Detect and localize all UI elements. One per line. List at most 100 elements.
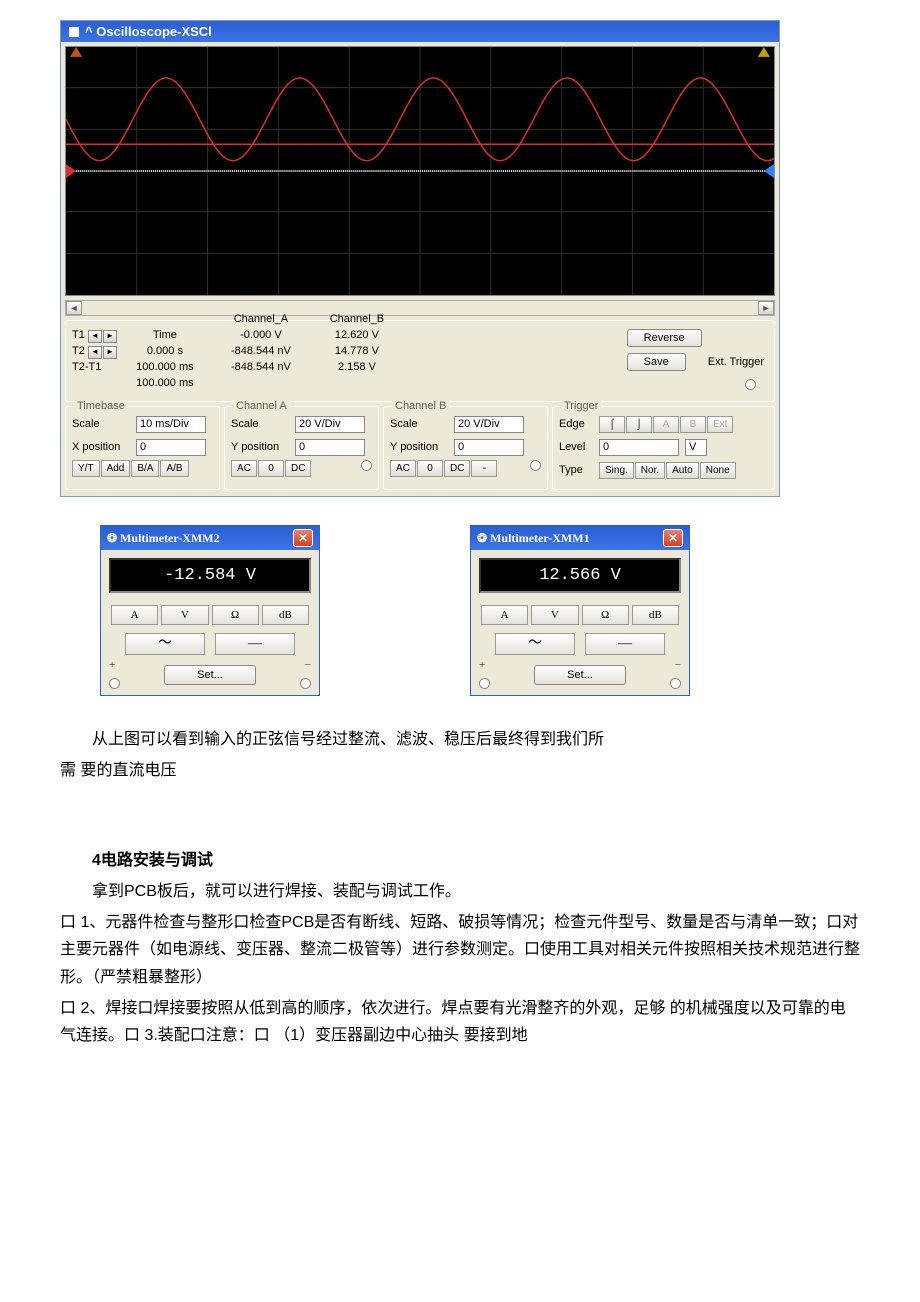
mm2-A[interactable]: A: [111, 605, 158, 625]
add-button[interactable]: Add: [101, 460, 131, 477]
t1-label: T1: [72, 329, 85, 341]
ba-button[interactable]: B/A: [131, 460, 159, 477]
mm1-set-button[interactable]: Set...: [534, 665, 626, 685]
mm2-V[interactable]: V: [161, 605, 208, 625]
mm1-minus: −: [675, 659, 681, 671]
edge-rise[interactable]: ⌠: [599, 416, 625, 433]
oscilloscope-window: ^ Oscilloscope-XSCl ◄ ►: [60, 20, 780, 497]
dt-time: 100.000 ms: [123, 375, 207, 391]
osc-screen[interactable]: [65, 46, 775, 296]
mm1-minus-radio[interactable]: [670, 678, 681, 689]
chb-radio[interactable]: [530, 460, 541, 471]
multimeter-xmm2: ❂ Multimeter-XMM2 ✕ -12.584 V A V Ω dB 〜…: [100, 525, 320, 696]
mm2-title: Multimeter-XMM2: [120, 531, 220, 545]
chb-ypos-lbl: Y position: [390, 441, 448, 453]
t2-time: 100.000 ms: [123, 359, 207, 375]
t1-left[interactable]: ◄: [88, 330, 102, 343]
chb-dc[interactable]: DC: [444, 460, 470, 477]
chb-ac[interactable]: AC: [390, 460, 416, 477]
edge-fall[interactable]: ⌡: [626, 416, 652, 433]
type-auto[interactable]: Auto: [666, 462, 699, 479]
yt-button[interactable]: Y/T: [72, 460, 100, 477]
mm1-ac-button[interactable]: 〜: [495, 633, 575, 655]
tb-scale-input[interactable]: [136, 416, 206, 433]
cha-scale-input[interactable]: [295, 416, 365, 433]
mm1-wave-buttons: 〜 —: [471, 629, 689, 659]
type-none[interactable]: None: [700, 462, 736, 479]
edge-b[interactable]: B: [680, 416, 706, 433]
edge-a[interactable]: A: [653, 416, 679, 433]
mm2-set-button[interactable]: Set...: [164, 665, 256, 685]
mm2-mode-buttons: A V Ω dB: [101, 601, 319, 629]
reverse-button[interactable]: Reverse: [627, 329, 702, 347]
chb-buttons: AC 0 DC -: [390, 460, 541, 477]
tb-scale-lbl: Scale: [72, 418, 130, 430]
t2-left[interactable]: ◄: [88, 346, 102, 359]
document-text: 从上图可以看到输入的正弦信号经过整流、滤波、稳压后最终得到我们所 需 要的直流电…: [60, 726, 860, 1049]
trig-title: Trigger: [561, 400, 601, 412]
save-button[interactable]: Save: [627, 353, 686, 371]
hdr-time: Time: [123, 327, 207, 343]
mm2-dB[interactable]: dB: [262, 605, 309, 625]
t1-chb: 12.620 V: [315, 327, 399, 343]
osc-scrollbar[interactable]: ◄ ►: [65, 300, 775, 316]
mm1-V[interactable]: V: [531, 605, 578, 625]
osc-icon: [69, 27, 79, 37]
chb-inv[interactable]: -: [471, 460, 497, 477]
osc-title: ^ Oscilloscope-XSCl: [85, 24, 212, 39]
mm1-plus-radio[interactable]: [479, 678, 490, 689]
hdr-chb: Channel_B: [315, 311, 399, 327]
edge-ext[interactable]: Ext: [707, 416, 733, 433]
mm2-ac-button[interactable]: 〜: [125, 633, 205, 655]
scroll-right-btn[interactable]: ►: [758, 301, 774, 315]
para-1b: 需 要的直流电压: [60, 757, 860, 784]
mm2-close-button[interactable]: ✕: [293, 529, 313, 547]
cursor-panel: T1 ◄► T2 ◄► T2-T1 Time 0.000 s 100.000 m…: [65, 320, 775, 402]
type-nor[interactable]: Nor.: [635, 462, 665, 479]
trigger-panel: Trigger Edge ⌠ ⌡ A B Ext Level Type Sing…: [552, 406, 775, 490]
cha-0[interactable]: 0: [258, 460, 284, 477]
control-row: Timebase Scale X position Y/T Add B/A A/…: [61, 406, 779, 496]
mm1-ohm[interactable]: Ω: [582, 605, 629, 625]
cha-radio[interactable]: [361, 460, 372, 471]
channel-b-panel: Channel B Scale Y position AC 0 DC -: [383, 406, 548, 490]
mm2-display: -12.584 V: [109, 558, 311, 593]
mm2-wave-buttons: 〜 —: [101, 629, 319, 659]
ext-trigger-radio[interactable]: [745, 379, 756, 390]
timebase-title: Timebase: [74, 400, 128, 412]
mm1-dc-button[interactable]: —: [585, 633, 665, 655]
chb-scale-lbl: Scale: [390, 418, 448, 430]
scroll-left-btn[interactable]: ◄: [66, 301, 82, 315]
cha-ac[interactable]: AC: [231, 460, 257, 477]
mm2-plus-radio[interactable]: [109, 678, 120, 689]
mm1-A[interactable]: A: [481, 605, 528, 625]
mm2-dc-button[interactable]: —: [215, 633, 295, 655]
t1-right[interactable]: ►: [103, 330, 117, 343]
t1-cha: -0.000 V: [219, 327, 303, 343]
mm1-mode-buttons: A V Ω dB: [471, 601, 689, 629]
cha-dc[interactable]: DC: [285, 460, 311, 477]
t2-right[interactable]: ►: [103, 346, 117, 359]
chb-scale-input[interactable]: [454, 416, 524, 433]
mm1-close-button[interactable]: ✕: [663, 529, 683, 547]
level-input[interactable]: [599, 439, 679, 456]
osc-waveform-svg: [66, 47, 774, 295]
heading-4: 4电路安装与调试: [60, 847, 860, 874]
mm2-ohm[interactable]: Ω: [212, 605, 259, 625]
mm1-plus: +: [479, 659, 485, 671]
scroll-track[interactable]: [82, 301, 758, 315]
type-sing[interactable]: Sing.: [599, 462, 634, 479]
chb-0[interactable]: 0: [417, 460, 443, 477]
cha-title: Channel A: [233, 400, 290, 412]
level-unit[interactable]: [685, 439, 707, 456]
type-lbl: Type: [559, 464, 593, 476]
mm1-titlebar: ❂ Multimeter-XMM1 ✕: [471, 526, 689, 550]
ab-button[interactable]: A/B: [160, 460, 188, 477]
cha-ypos-input[interactable]: [295, 439, 365, 456]
chb-ypos-input[interactable]: [454, 439, 524, 456]
mm2-minus: −: [305, 659, 311, 671]
mm2-minus-radio[interactable]: [300, 678, 311, 689]
tb-xpos-input[interactable]: [136, 439, 206, 456]
multimeter-row: ❂ Multimeter-XMM2 ✕ -12.584 V A V Ω dB 〜…: [100, 525, 860, 696]
mm1-dB[interactable]: dB: [632, 605, 679, 625]
